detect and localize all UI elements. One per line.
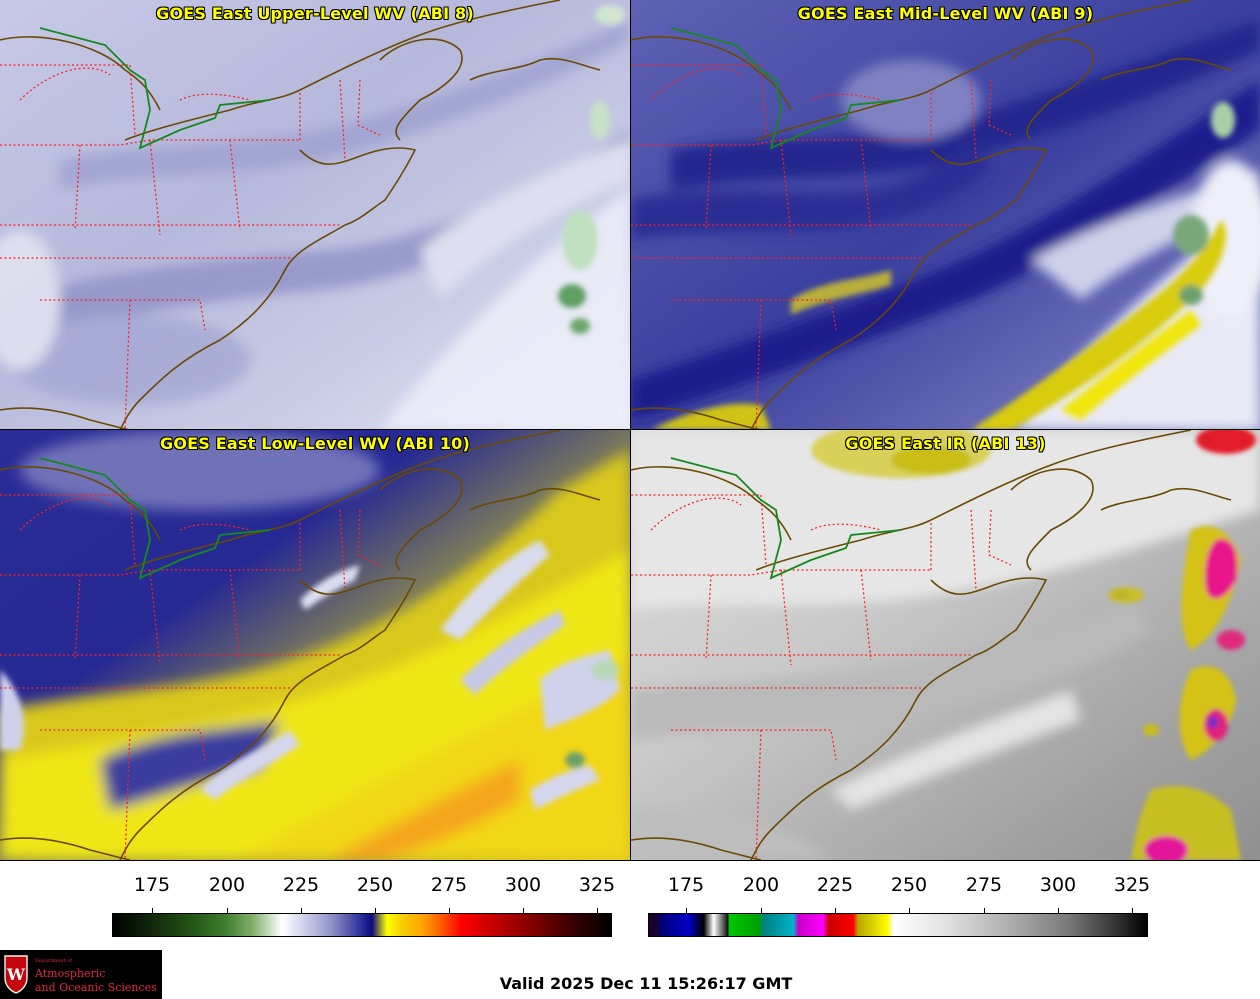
wv-tick-label: 325 bbox=[578, 874, 616, 896]
panel-title-ir: GOES East IR (ABI 13) bbox=[845, 434, 1046, 453]
wv-tick-mark bbox=[301, 908, 302, 914]
ir-colorbar: 175 200 225 250 275 300 325 bbox=[648, 874, 1151, 937]
ir-tick-mark bbox=[835, 908, 836, 914]
ir-tick-mark bbox=[1132, 908, 1133, 914]
wv-tick-label: 175 bbox=[133, 874, 171, 896]
wv-tick-label: 200 bbox=[208, 874, 246, 896]
wv-color-gradient bbox=[112, 913, 612, 937]
aos-logo[interactable]: W Department of Atmospheric and Oceanic … bbox=[0, 950, 162, 999]
wv-tick-label: 300 bbox=[504, 874, 542, 896]
wv-tick-mark bbox=[152, 908, 153, 914]
crest-letter: W bbox=[6, 965, 26, 984]
panel-mid-level-wv: GOES East Mid-Level WV (ABI 9) bbox=[630, 0, 1260, 431]
wv-tick-label: 275 bbox=[430, 874, 468, 896]
ir-tick-label: 200 bbox=[742, 874, 780, 896]
ir-tick-mark bbox=[1058, 908, 1059, 914]
ir-tick-label: 175 bbox=[667, 874, 705, 896]
ir-tick-label: 225 bbox=[816, 874, 854, 896]
wv-tick-mark bbox=[523, 908, 524, 914]
wv-upper-image bbox=[0, 0, 630, 430]
panel-title-low: GOES East Low-Level WV (ABI 10) bbox=[159, 434, 470, 453]
ir-tick-mark bbox=[761, 908, 762, 914]
ir-tick-mark bbox=[686, 908, 687, 914]
wv-low-image bbox=[0, 430, 630, 860]
logo-line2: and Oceanic Sciences bbox=[35, 981, 157, 994]
uw-crest-icon: W bbox=[4, 955, 28, 994]
wv-tick-mark bbox=[597, 908, 598, 914]
valid-time-label: Valid 2025 Dec 11 15:26:17 GMT bbox=[499, 974, 793, 993]
wv-colorbar: 175 200 225 250 275 300 325 bbox=[112, 874, 615, 937]
panel-upper-level-wv: GOES East Upper-Level WV (ABI 8) bbox=[0, 0, 631, 431]
ir-tick-label: 250 bbox=[890, 874, 928, 896]
wv-tick-mark bbox=[375, 908, 376, 914]
wv-tick-label: 225 bbox=[282, 874, 320, 896]
ir-tick-label: 275 bbox=[965, 874, 1003, 896]
ir-image bbox=[631, 430, 1260, 860]
ir-tick-mark bbox=[909, 908, 910, 914]
ir-tick-label: 300 bbox=[1039, 874, 1077, 896]
panel-title-upper: GOES East Upper-Level WV (ABI 8) bbox=[156, 4, 474, 23]
wv-mid-image bbox=[631, 0, 1260, 430]
logo-line1: Atmospheric bbox=[35, 967, 106, 980]
wv-tick-mark bbox=[227, 908, 228, 914]
ir-tick-label: 325 bbox=[1113, 874, 1151, 896]
panel-low-level-wv: GOES East Low-Level WV (ABI 10) bbox=[0, 429, 631, 861]
wv-tick-label: 250 bbox=[356, 874, 394, 896]
wv-tick-mark bbox=[449, 908, 450, 914]
panel-ir: GOES East IR (ABI 13) bbox=[630, 429, 1260, 861]
ir-color-gradient bbox=[648, 913, 1148, 937]
ir-tick-mark bbox=[984, 908, 985, 914]
logo-department-text: Department of bbox=[35, 958, 72, 964]
panel-title-mid: GOES East Mid-Level WV (ABI 9) bbox=[797, 4, 1094, 23]
